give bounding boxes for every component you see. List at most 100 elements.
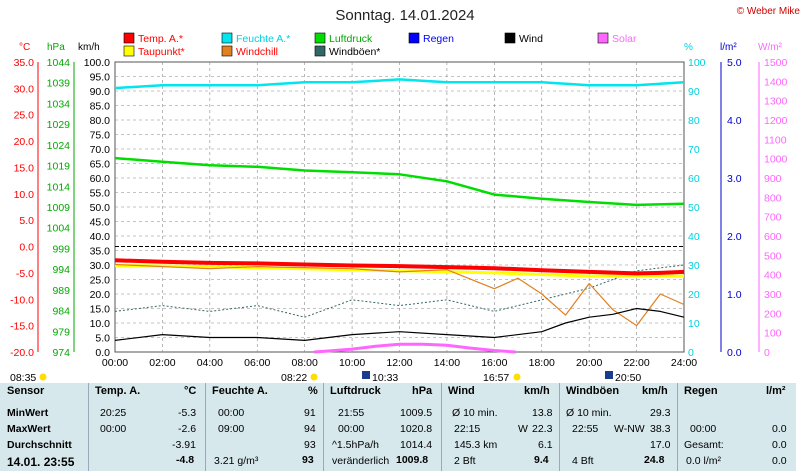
- legend-label: Windböen*: [329, 46, 380, 58]
- hum-current-value: 93: [302, 454, 314, 466]
- wind-tick-label: 30.0: [90, 260, 111, 272]
- moonrise-label: 10:33: [372, 372, 398, 383]
- grid: [115, 62, 684, 352]
- wind-tick-label: 60.0: [90, 173, 111, 185]
- legend-swatch: [221, 45, 233, 57]
- temp-axis-unit: °C: [19, 42, 30, 53]
- gust-max-value: 38.3: [650, 423, 671, 435]
- brand-label: © Weber Mike: [737, 6, 801, 17]
- x-tick-label: 02:00: [149, 357, 175, 369]
- wind-tick-label: 15.0: [90, 304, 111, 316]
- row-label-min: MinWert: [7, 407, 49, 419]
- temp-tick-label: -10.0: [10, 294, 34, 306]
- pressure-tick-label: 974: [52, 347, 70, 359]
- chart-title: Sonntag. 14.01.2024: [335, 7, 474, 24]
- temp-tick-label: 25.0: [14, 110, 35, 122]
- legend-label: Temp. A.*: [138, 33, 183, 45]
- x-tick-label: 22:00: [623, 357, 649, 369]
- moon-icon: [362, 371, 370, 379]
- pressure-tick-label: 984: [52, 306, 70, 318]
- legend-label: Wind: [519, 33, 543, 45]
- legend: Temp. A.*Taupunkt* Feuchte A.*Windchill Lu…: [123, 32, 637, 58]
- wind-avg10-value: 13.8: [532, 407, 553, 419]
- temp-max-time: 00:00: [100, 423, 127, 435]
- solar-tick-label: 1200: [764, 115, 788, 127]
- series-line-windboeen: [114, 264, 685, 318]
- wind-tick-label: 85.0: [90, 101, 111, 113]
- wind-bft: 2 Bft: [454, 455, 476, 467]
- wind-avg10-label: Ø 10 min.: [452, 407, 498, 419]
- col-sep: [205, 383, 206, 471]
- x-tick-label: 06:00: [244, 357, 270, 369]
- pressure-tick-label: 1019: [47, 161, 71, 173]
- pressure-tick-label: 1034: [47, 98, 71, 110]
- pressure-tick-label: 1004: [47, 223, 71, 235]
- wind-tick-label: 65.0: [90, 159, 111, 171]
- legend-swatch: [221, 32, 233, 44]
- hum-min-value: 91: [304, 407, 316, 419]
- wind-distance: 145.3 km: [454, 439, 498, 451]
- wind-tick-label: 40.0: [90, 231, 111, 243]
- row-label-avg: Durchschnitt: [7, 439, 72, 451]
- header-temp-unit: °C: [184, 385, 197, 397]
- wind-tick-label: 10.0: [90, 318, 111, 330]
- pressure-tick-label: 1044: [47, 57, 71, 69]
- col-sep: [441, 383, 442, 471]
- sun-icon: [39, 373, 47, 381]
- col-sep: [323, 383, 324, 471]
- legend-swatch: [123, 32, 135, 44]
- x-tick-label: 20:00: [576, 357, 602, 369]
- hum-current-label: 3.21 g/m³: [214, 455, 259, 467]
- legend-swatch: [597, 32, 609, 44]
- rain-current-value: 0.0: [772, 455, 787, 467]
- hum-min-time: 00:00: [218, 407, 245, 419]
- series-line-wind: [114, 307, 685, 341]
- legend-label: Taupunkt*: [138, 46, 185, 58]
- press-trend-label: ^1.5hPa/h: [332, 439, 379, 451]
- pressure-tick-label: 1014: [47, 181, 71, 193]
- series-line-feuchte: [114, 78, 685, 90]
- header-humidity: Feuchte A.: [212, 385, 268, 397]
- pressure-tick-label: 979: [52, 326, 70, 338]
- wind-tick-label: 50.0: [90, 202, 111, 214]
- temp-min-time: 20:25: [100, 407, 127, 419]
- pressure-tick-label: 1029: [47, 119, 71, 131]
- solar-tick-label: 900: [764, 173, 782, 185]
- humidity-tick-label: 70: [688, 144, 700, 156]
- press-tendency-label: veränderlich: [332, 455, 390, 467]
- rain-tick-label: 2.0: [727, 231, 742, 243]
- wind-tick-label: 90.0: [90, 86, 111, 98]
- wind-max-direction: W: [518, 423, 528, 435]
- x-tick-label: 14:00: [434, 357, 460, 369]
- wind-tick-label: 75.0: [90, 130, 111, 142]
- wind-avg-value: 6.1: [538, 439, 553, 451]
- solar-tick-label: 700: [764, 212, 782, 224]
- rain-tick-label: 5.0: [727, 57, 742, 69]
- wind-tick-label: 100.0: [84, 57, 110, 69]
- hum-max-time: 09:00: [218, 423, 245, 435]
- rain-total-value: 0.0: [772, 439, 787, 451]
- rain-current-label: 0.0 l/m²: [686, 455, 722, 467]
- rain-tick-label: 0.0: [727, 347, 742, 359]
- legend-swatch: [123, 45, 135, 57]
- x-tick-label: 04:00: [197, 357, 223, 369]
- header-rain: Regen: [684, 385, 718, 397]
- legend-label: Solar: [612, 33, 637, 45]
- rain-axis-unit: l/m²: [720, 42, 737, 53]
- wind-tick-label: 20.0: [90, 289, 111, 301]
- solar-tick-label: 1000: [764, 154, 788, 166]
- weather-chart: Sonntag. 14.01.2024 © Weber Mike Temp. A…: [10, 6, 801, 383]
- legend-label: Luftdruck: [329, 33, 373, 45]
- col-sep: [559, 383, 560, 471]
- sun-icon: [513, 373, 521, 381]
- header-pressure: Luftdruck: [330, 385, 381, 397]
- wind-tick-label: 70.0: [90, 144, 111, 156]
- solar-tick-label: 500: [764, 250, 782, 262]
- hum-avg-value: 93: [304, 439, 316, 451]
- rain-max-value: 0.0: [772, 423, 787, 435]
- x-tick-label: 08:00: [292, 357, 318, 369]
- temp-tick-label: -20.0: [10, 347, 34, 359]
- statistics-table: Sensor Temp. A. °C Feuchte A. % Luftdruc…: [0, 383, 796, 471]
- solar-tick-label: 0: [764, 347, 770, 359]
- header-gust-unit: km/h: [642, 385, 668, 397]
